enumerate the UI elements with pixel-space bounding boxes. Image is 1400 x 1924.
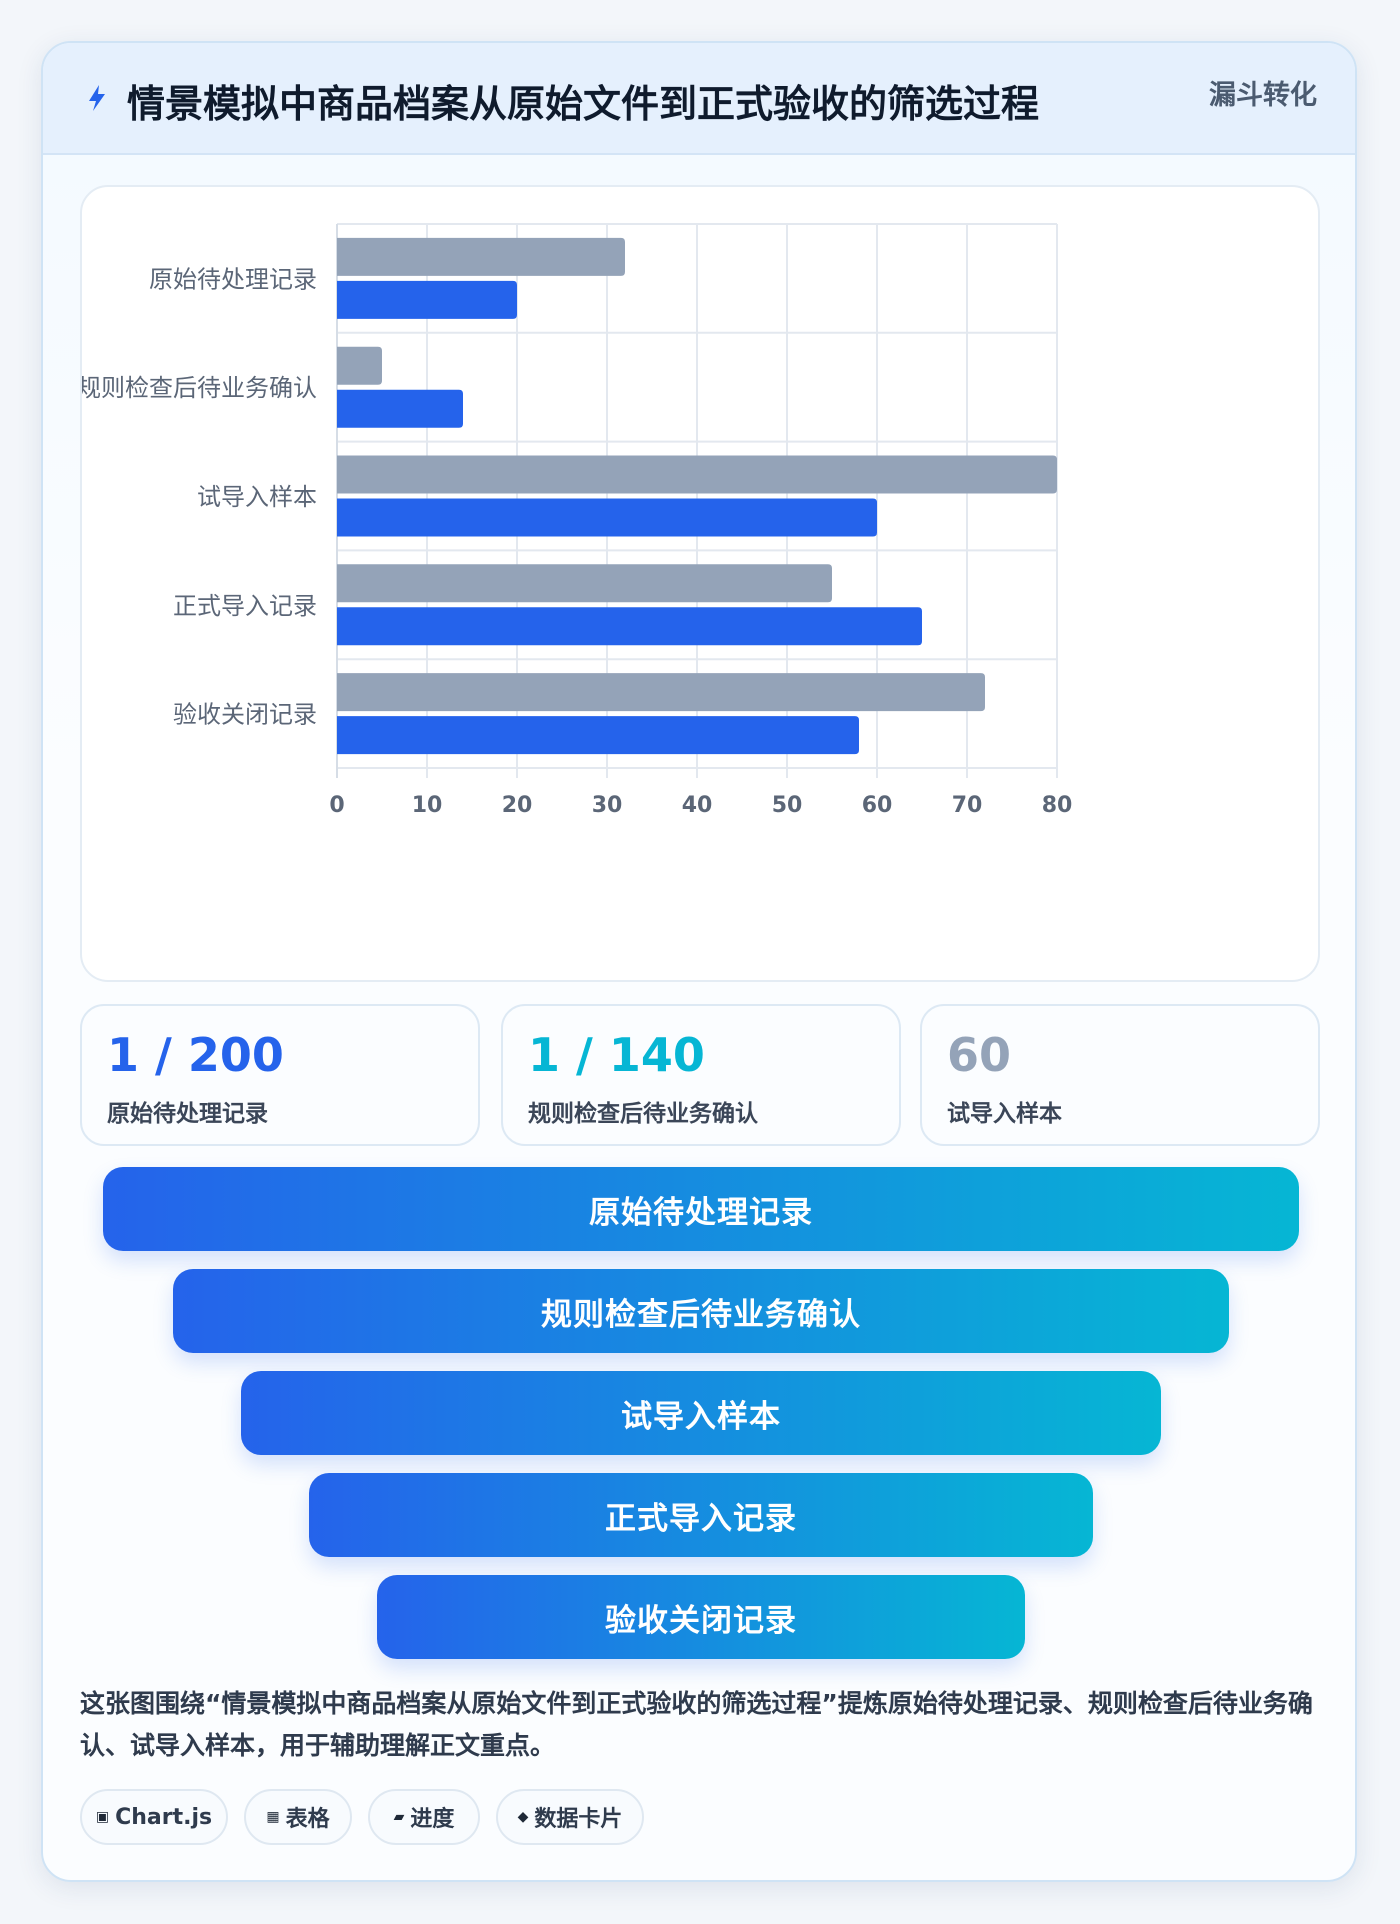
bar — [337, 607, 922, 646]
funnel-stage: 试导入样本 — [241, 1371, 1161, 1455]
x-tick-label: 80 — [1042, 793, 1073, 818]
stat-label: 试导入样本 — [947, 1101, 1062, 1127]
tag-label: 进度 — [410, 1807, 455, 1832]
bar — [337, 498, 877, 537]
table-icon: ▦ — [266, 1809, 280, 1825]
y-tick-label: 正式导入记录 — [173, 592, 317, 620]
tag-label: 表格 — [285, 1807, 330, 1832]
stats-row: 1 / 200 原始待处理记录 1 / 140 规则检查后待业务确认 60 试导… — [80, 1004, 1320, 1146]
bar — [337, 389, 463, 428]
chart-panel: 原始待处理记录规则检查后待业务确认试导入样本正式导入记录 验收关闭记录 0 10 20 3… — [80, 185, 1320, 982]
tag-label: 数据卡片 — [534, 1807, 623, 1832]
x-tick-label: 50 — [772, 793, 803, 818]
bar — [337, 346, 382, 385]
page-title: 情景模拟中商品档案从原始文件到正式验收的筛选过程 — [127, 82, 1040, 126]
tag-table[interactable]: ▦ 表格 — [244, 1789, 352, 1845]
stat-card: 60 试导入样本 — [920, 1004, 1320, 1146]
x-tick-label: 10 — [412, 793, 443, 818]
funnel-stage: 规则检查后待业务确认 — [173, 1269, 1229, 1353]
x-tick-label: 0 — [329, 793, 344, 818]
stat-card: 1 / 200 原始待处理记录 — [80, 1004, 480, 1146]
stat-label: 规则检查后待业务确认 — [528, 1101, 758, 1127]
stat-card: 1 / 140 规则检查后待业务确认 — [501, 1004, 901, 1146]
bar — [337, 716, 859, 755]
stat-value: 1 / 200 — [107, 1028, 284, 1082]
funnel-stage: 验收关闭记录 — [377, 1575, 1025, 1659]
stat-value: 60 — [947, 1028, 1012, 1082]
bar — [337, 455, 1057, 494]
tag-chartjs[interactable]: ▣ Chart.js — [80, 1789, 228, 1845]
header: 情景模拟中商品档案从原始文件到正式验收的筛选过程 漏斗转化 — [43, 43, 1355, 155]
funnel-stage: 原始待处理记录 — [103, 1167, 1299, 1251]
tag-progress[interactable]: ▰ 进度 — [368, 1789, 480, 1845]
funnel-stage-label: 试导入样本 — [621, 1398, 781, 1435]
tag-label: Chart.js — [115, 1804, 213, 1830]
funnel-stage: 正式导入记录 — [309, 1473, 1093, 1557]
x-tick-label: 70 — [952, 793, 983, 818]
bar — [337, 280, 517, 319]
main-card: 情景模拟中商品档案从原始文件到正式验收的筛选过程 漏斗转化 原始待处理记录规则检… — [41, 41, 1357, 1882]
funnel-stage-label: 规则检查后待业务确认 — [541, 1296, 861, 1333]
chart-description: 这张图围绕“情景模拟中商品档案从原始文件到正式验收的筛选过程”提炼原始待处理记录… — [80, 1689, 1313, 1760]
x-tick-label: 40 — [682, 793, 713, 818]
chart-icon: ▣ — [95, 1809, 110, 1825]
stat-label: 原始待处理记录 — [107, 1101, 268, 1127]
bar — [337, 237, 625, 276]
y-tick-label: 原始待处理记录 — [149, 265, 317, 293]
diamond-icon: ◆ — [517, 1809, 529, 1825]
chart-type-tag: 漏斗转化 — [1209, 80, 1317, 111]
stat-value: 1 / 140 — [528, 1028, 705, 1082]
y-tick-label: 试导入样本 — [197, 483, 317, 511]
bar — [337, 673, 985, 712]
funnel-stage-label: 原始待处理记录 — [589, 1194, 813, 1231]
bar — [337, 564, 832, 603]
y-tick-label: 规则检查后待业务确认 — [82, 374, 317, 402]
x-tick-label: 20 — [502, 793, 533, 818]
x-tick-label: 60 — [862, 793, 893, 818]
lightning-icon — [89, 85, 105, 111]
tag-data-card[interactable]: ◆ 数据卡片 — [496, 1789, 644, 1845]
x-tick-label: 30 — [592, 793, 623, 818]
progress-icon: ▰ — [393, 1809, 405, 1825]
funnel-stage-label: 正式导入记录 — [605, 1500, 797, 1537]
y-tick-label: 验收关闭记录 — [173, 701, 317, 729]
funnel-stage-label: 验收关闭记录 — [605, 1602, 797, 1639]
